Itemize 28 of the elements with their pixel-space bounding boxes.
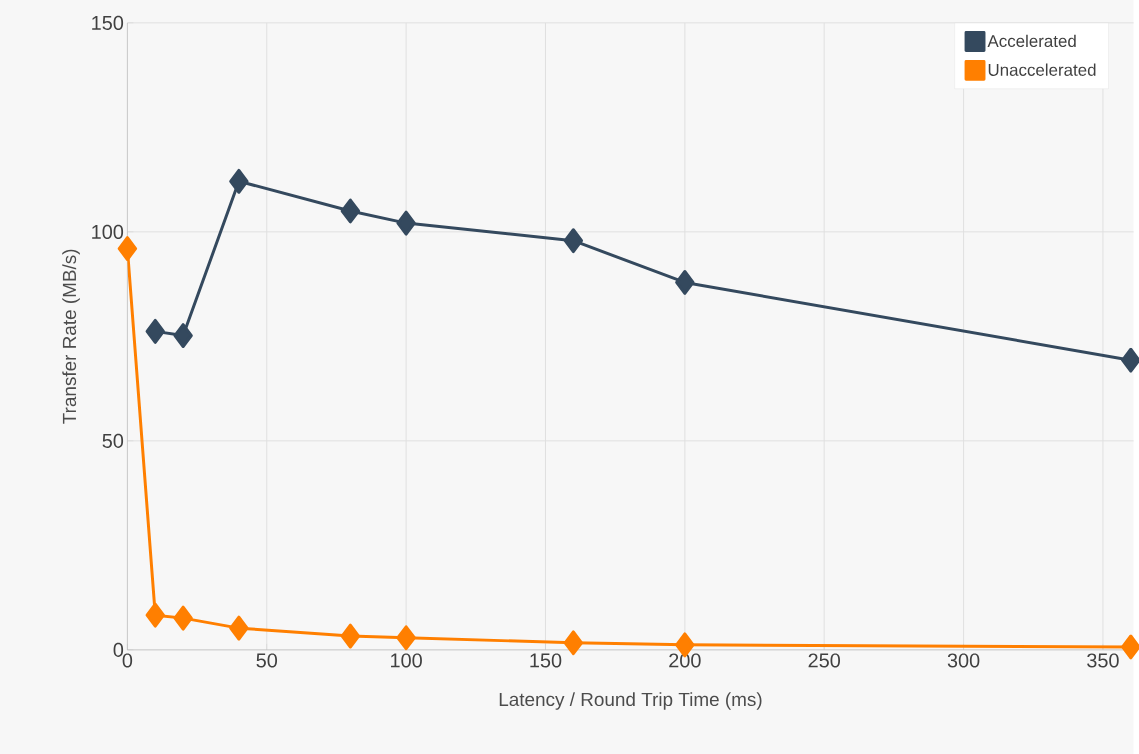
point (145, 602, 165, 628)
point (396, 625, 416, 651)
point (145, 318, 165, 344)
y-tick-label: 50 (102, 433, 124, 448)
point (173, 322, 193, 348)
legend-label: Accelerated (987, 34, 1076, 47)
y-axis-title: Transfer Rate (MB/s) (62, 249, 80, 424)
legend-label: Unaccelerated (988, 63, 1096, 76)
y-tick-label: 150 (92, 15, 124, 30)
x-tick-label: 350 (1087, 653, 1119, 668)
x-tick-label: 50 (256, 653, 278, 668)
x-tick-label: 100 (391, 653, 422, 668)
point (340, 623, 361, 649)
x-axis-title: Latency / Round Trip Time (ms) (499, 692, 762, 710)
point (563, 228, 584, 253)
point (675, 269, 695, 295)
x-tick-label: 300 (947, 653, 980, 668)
y-tick-label: 100 (92, 224, 124, 239)
point (563, 630, 584, 656)
point (173, 605, 193, 631)
x-tick-label: 150 (530, 653, 562, 668)
point (340, 198, 361, 224)
y-tick-label: 0 (113, 642, 124, 657)
x-tick-label: 250 (808, 653, 841, 668)
point (229, 168, 249, 194)
point (229, 615, 249, 641)
x-tick-label: 200 (669, 653, 701, 668)
point (396, 210, 416, 236)
